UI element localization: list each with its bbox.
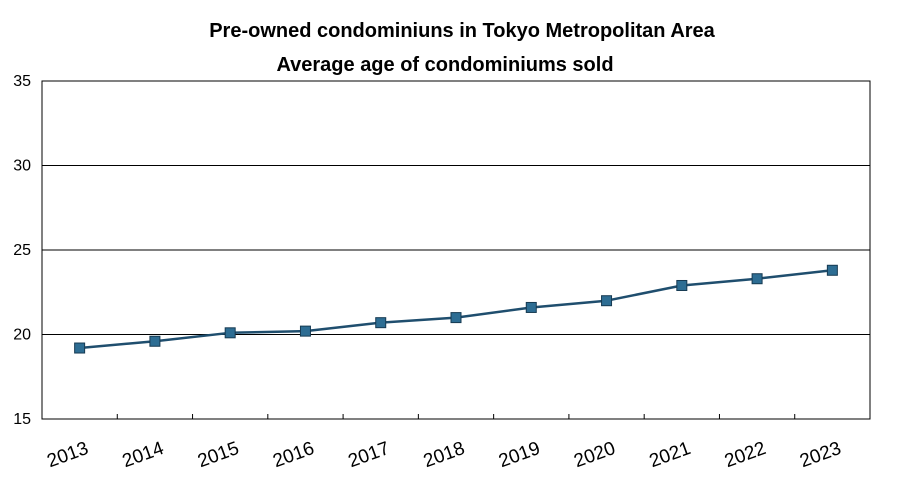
data-point [525, 301, 537, 313]
y-tick-label: 35 [13, 73, 31, 90]
series-line [79, 269, 833, 350]
chart-subtitle: Average age of condominiums sold [276, 54, 614, 76]
data-point [74, 342, 86, 354]
y-axis-labels: 15 20 25 30 35 [13, 73, 31, 428]
y-tick-label: 30 [13, 158, 31, 175]
x-tick-label: 2021 [647, 438, 694, 472]
x-tick-label: 2018 [421, 438, 468, 472]
x-axis-ticks [116, 414, 796, 419]
x-tick-label: 2013 [44, 438, 91, 472]
y-tick-label: 15 [13, 411, 31, 428]
y-tick-label: 20 [13, 327, 31, 344]
series [74, 264, 838, 354]
data-point [375, 317, 387, 329]
gridlines [42, 165, 870, 335]
x-tick-label: 2019 [496, 438, 543, 472]
x-tick-label: 2014 [120, 438, 167, 472]
data-point [751, 273, 763, 285]
data-point [299, 325, 311, 337]
plot-area [41, 80, 871, 420]
x-tick-label: 2022 [722, 438, 769, 472]
x-tick-label: 2016 [270, 438, 317, 472]
y-tick-label: 25 [13, 242, 31, 259]
x-tick-label: 2015 [195, 438, 242, 472]
data-point [224, 327, 236, 339]
data-point [676, 279, 688, 291]
data-point [826, 264, 838, 276]
x-tick-label: 2020 [571, 438, 618, 472]
data-point [601, 295, 613, 307]
x-tick-label: 2023 [797, 438, 844, 472]
x-axis-labels: 2013 2014 2015 2016 2017 2018 2019 2020 2021 2022… [44, 438, 844, 472]
x-tick-label: 2017 [346, 438, 393, 472]
data-point [149, 335, 161, 347]
data-point [450, 312, 462, 324]
chart-title: Pre-owned condominiuns in Tokyo Metropol… [209, 20, 715, 42]
